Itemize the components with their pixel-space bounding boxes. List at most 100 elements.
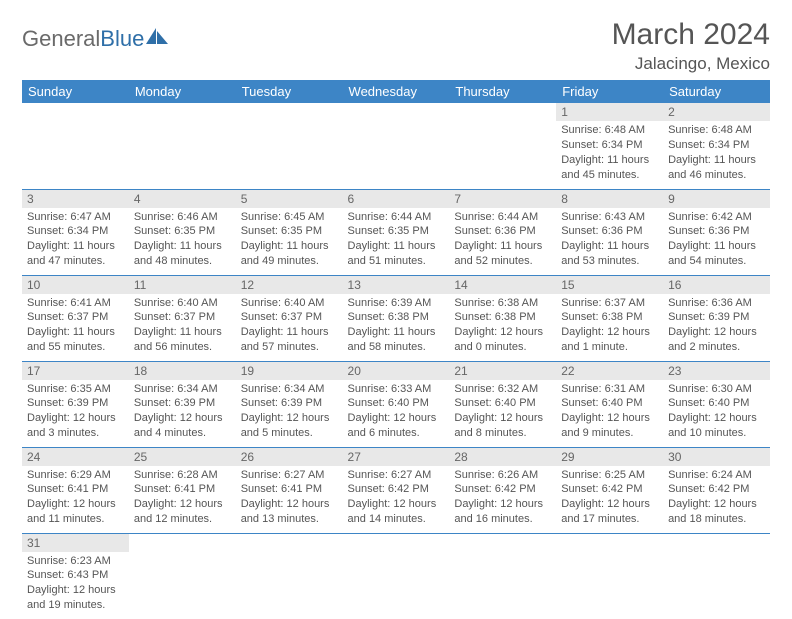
day-header: Sunday [22,80,129,103]
calendar-day-cell: 28Sunrise: 6:26 AMSunset: 6:42 PMDayligh… [449,447,556,533]
day-number: 7 [449,190,556,208]
location: Jalacingo, Mexico [612,54,770,74]
calendar-day-cell [663,533,770,619]
day-header: Saturday [663,80,770,103]
calendar-day-cell: 14Sunrise: 6:38 AMSunset: 6:38 PMDayligh… [449,275,556,361]
calendar-week-row: 1Sunrise: 6:48 AMSunset: 6:34 PMDaylight… [22,103,770,189]
day-details: Sunrise: 6:48 AMSunset: 6:34 PMDaylight:… [556,121,663,186]
calendar-day-cell: 17Sunrise: 6:35 AMSunset: 6:39 PMDayligh… [22,361,129,447]
day-details: Sunrise: 6:35 AMSunset: 6:39 PMDaylight:… [22,380,129,445]
day-details: Sunrise: 6:45 AMSunset: 6:35 PMDaylight:… [236,208,343,273]
day-number: 12 [236,276,343,294]
day-number: 5 [236,190,343,208]
calendar-day-cell [343,533,450,619]
calendar-body: 1Sunrise: 6:48 AMSunset: 6:34 PMDaylight… [22,103,770,619]
day-details: Sunrise: 6:34 AMSunset: 6:39 PMDaylight:… [129,380,236,445]
day-number: 2 [663,103,770,121]
calendar-day-cell [236,103,343,189]
day-number: 25 [129,448,236,466]
day-details: Sunrise: 6:43 AMSunset: 6:36 PMDaylight:… [556,208,663,273]
calendar-day-cell: 22Sunrise: 6:31 AMSunset: 6:40 PMDayligh… [556,361,663,447]
day-header: Monday [129,80,236,103]
calendar-day-cell [556,533,663,619]
day-number: 11 [129,276,236,294]
day-details: Sunrise: 6:28 AMSunset: 6:41 PMDaylight:… [129,466,236,531]
calendar-day-cell: 4Sunrise: 6:46 AMSunset: 6:35 PMDaylight… [129,189,236,275]
calendar-day-cell: 19Sunrise: 6:34 AMSunset: 6:39 PMDayligh… [236,361,343,447]
calendar-day-cell: 7Sunrise: 6:44 AMSunset: 6:36 PMDaylight… [449,189,556,275]
calendar-week-row: 17Sunrise: 6:35 AMSunset: 6:39 PMDayligh… [22,361,770,447]
day-details: Sunrise: 6:25 AMSunset: 6:42 PMDaylight:… [556,466,663,531]
day-number: 28 [449,448,556,466]
day-number: 19 [236,362,343,380]
calendar-day-cell: 21Sunrise: 6:32 AMSunset: 6:40 PMDayligh… [449,361,556,447]
day-number: 8 [556,190,663,208]
calendar-day-cell: 20Sunrise: 6:33 AMSunset: 6:40 PMDayligh… [343,361,450,447]
calendar-day-cell: 29Sunrise: 6:25 AMSunset: 6:42 PMDayligh… [556,447,663,533]
calendar-table: SundayMondayTuesdayWednesdayThursdayFrid… [22,80,770,619]
day-number: 1 [556,103,663,121]
calendar-day-cell: 6Sunrise: 6:44 AMSunset: 6:35 PMDaylight… [343,189,450,275]
day-header: Friday [556,80,663,103]
day-number: 30 [663,448,770,466]
calendar-day-cell: 11Sunrise: 6:40 AMSunset: 6:37 PMDayligh… [129,275,236,361]
day-header: Tuesday [236,80,343,103]
day-number: 16 [663,276,770,294]
calendar-day-cell: 1Sunrise: 6:48 AMSunset: 6:34 PMDaylight… [556,103,663,189]
calendar-day-cell: 30Sunrise: 6:24 AMSunset: 6:42 PMDayligh… [663,447,770,533]
logo-sail-icon [146,28,168,44]
day-details: Sunrise: 6:23 AMSunset: 6:43 PMDaylight:… [22,552,129,617]
day-number: 4 [129,190,236,208]
day-details: Sunrise: 6:40 AMSunset: 6:37 PMDaylight:… [236,294,343,359]
day-details: Sunrise: 6:47 AMSunset: 6:34 PMDaylight:… [22,208,129,273]
calendar-day-cell [129,533,236,619]
month-title: March 2024 [612,18,770,52]
header: General Blue March 2024 Jalacingo, Mexic… [22,18,770,74]
logo-text-blue: Blue [100,26,144,52]
calendar-day-cell: 13Sunrise: 6:39 AMSunset: 6:38 PMDayligh… [343,275,450,361]
calendar-day-cell: 15Sunrise: 6:37 AMSunset: 6:38 PMDayligh… [556,275,663,361]
calendar-day-cell: 10Sunrise: 6:41 AMSunset: 6:37 PMDayligh… [22,275,129,361]
day-number: 18 [129,362,236,380]
calendar-day-cell: 18Sunrise: 6:34 AMSunset: 6:39 PMDayligh… [129,361,236,447]
calendar-day-cell: 27Sunrise: 6:27 AMSunset: 6:42 PMDayligh… [343,447,450,533]
day-number: 27 [343,448,450,466]
day-number: 3 [22,190,129,208]
day-number: 31 [22,534,129,552]
calendar-day-cell: 26Sunrise: 6:27 AMSunset: 6:41 PMDayligh… [236,447,343,533]
calendar-day-cell [449,533,556,619]
calendar-header-row: SundayMondayTuesdayWednesdayThursdayFrid… [22,80,770,103]
calendar-day-cell: 3Sunrise: 6:47 AMSunset: 6:34 PMDaylight… [22,189,129,275]
day-number: 6 [343,190,450,208]
day-details: Sunrise: 6:31 AMSunset: 6:40 PMDaylight:… [556,380,663,445]
calendar-week-row: 31Sunrise: 6:23 AMSunset: 6:43 PMDayligh… [22,533,770,619]
calendar-day-cell: 31Sunrise: 6:23 AMSunset: 6:43 PMDayligh… [22,533,129,619]
day-details: Sunrise: 6:40 AMSunset: 6:37 PMDaylight:… [129,294,236,359]
day-number: 10 [22,276,129,294]
day-details: Sunrise: 6:37 AMSunset: 6:38 PMDaylight:… [556,294,663,359]
calendar-day-cell: 16Sunrise: 6:36 AMSunset: 6:39 PMDayligh… [663,275,770,361]
calendar-day-cell: 24Sunrise: 6:29 AMSunset: 6:41 PMDayligh… [22,447,129,533]
day-number: 17 [22,362,129,380]
day-details: Sunrise: 6:44 AMSunset: 6:36 PMDaylight:… [449,208,556,273]
day-details: Sunrise: 6:32 AMSunset: 6:40 PMDaylight:… [449,380,556,445]
calendar-day-cell [22,103,129,189]
calendar-day-cell: 5Sunrise: 6:45 AMSunset: 6:35 PMDaylight… [236,189,343,275]
day-number: 22 [556,362,663,380]
title-block: March 2024 Jalacingo, Mexico [612,18,770,74]
calendar-week-row: 24Sunrise: 6:29 AMSunset: 6:41 PMDayligh… [22,447,770,533]
calendar-day-cell [236,533,343,619]
day-details: Sunrise: 6:29 AMSunset: 6:41 PMDaylight:… [22,466,129,531]
day-details: Sunrise: 6:27 AMSunset: 6:42 PMDaylight:… [343,466,450,531]
day-details: Sunrise: 6:42 AMSunset: 6:36 PMDaylight:… [663,208,770,273]
day-details: Sunrise: 6:27 AMSunset: 6:41 PMDaylight:… [236,466,343,531]
day-details: Sunrise: 6:34 AMSunset: 6:39 PMDaylight:… [236,380,343,445]
day-details: Sunrise: 6:38 AMSunset: 6:38 PMDaylight:… [449,294,556,359]
day-details: Sunrise: 6:30 AMSunset: 6:40 PMDaylight:… [663,380,770,445]
calendar-day-cell [129,103,236,189]
calendar-day-cell: 8Sunrise: 6:43 AMSunset: 6:36 PMDaylight… [556,189,663,275]
day-details: Sunrise: 6:41 AMSunset: 6:37 PMDaylight:… [22,294,129,359]
day-number: 13 [343,276,450,294]
day-details: Sunrise: 6:48 AMSunset: 6:34 PMDaylight:… [663,121,770,186]
calendar-week-row: 3Sunrise: 6:47 AMSunset: 6:34 PMDaylight… [22,189,770,275]
